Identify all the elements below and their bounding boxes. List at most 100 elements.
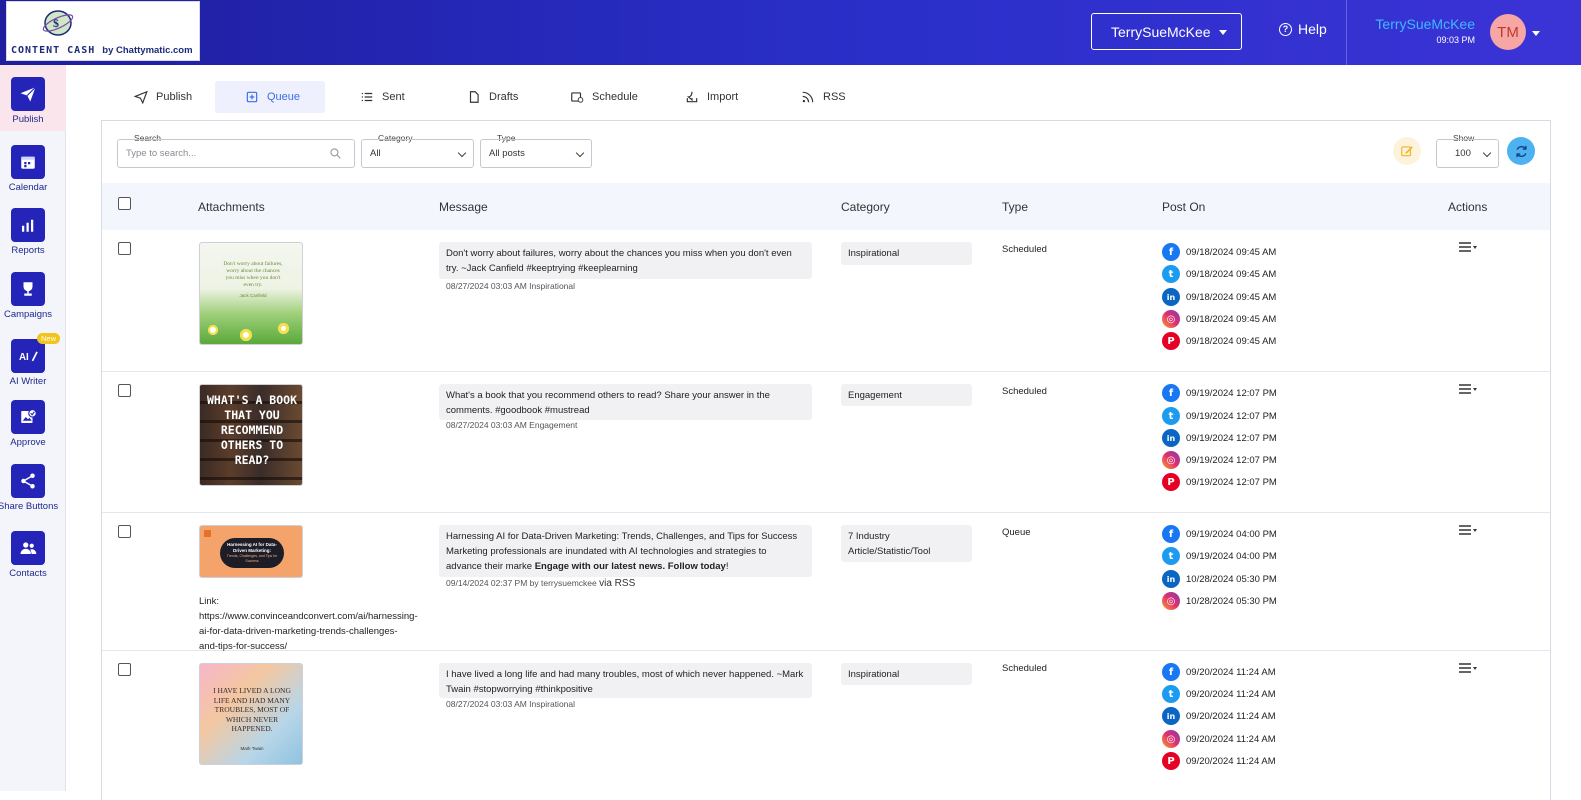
tab-queue[interactable]: Queue [215,81,325,113]
message-separator: . [662,561,668,572]
tab-schedule[interactable]: Schedule [556,81,666,113]
tab-rss[interactable]: RSS [787,81,867,113]
sidebar-item-approve[interactable]: Approve [0,388,66,454]
thumbnail-quote: Don't worry about failures, worry about … [223,261,283,288]
sidebar-item-publish[interactable]: Publish [0,65,66,131]
post-date: 10/28/2024 05:30 PM [1186,573,1277,585]
paper-plane-icon [11,77,45,111]
sidebar: Publish Calendar Reports Campaigns AI Ne… [0,65,66,791]
queue-panel [101,120,1551,800]
table-row: I HAVE LIVED A LONG LIFE AND HAD MANY TR… [102,651,1550,791]
avatar[interactable]: TM [1490,14,1526,50]
attachment-thumbnail[interactable]: WHAT'S A BOOK THAT YOU RECOMMEND OTHERS … [199,384,303,486]
post-schedule-item: ◎ 09/19/2024 12:07 PM [1162,451,1277,469]
post-schedule-item: f 09/20/2024 11:24 AM [1162,663,1276,681]
sidebar-item-calendar[interactable]: Calendar [0,133,66,199]
actions-menu-icon[interactable] [1459,242,1477,252]
facebook-icon: f [1162,384,1180,402]
sidebar-item-label: Approve [10,437,46,448]
instagram-icon: ◎ [1162,730,1180,748]
sidebar-item-share-buttons[interactable]: Share Buttons [0,452,66,518]
sidebar-item-label: Campaigns [3,309,53,320]
post-type: Scheduled [1002,663,1047,674]
help-icon: ? [1279,22,1292,36]
actions-menu-icon[interactable] [1459,525,1477,535]
user-menu-caret-icon[interactable] [1532,31,1540,36]
actions-menu-icon[interactable] [1459,384,1477,394]
row-checkbox[interactable] [118,525,131,538]
bulk-edit-button[interactable] [1393,137,1421,165]
row-checkbox[interactable] [118,242,131,255]
attachment-link[interactable]: Link: https://www.convinceandconvert.com… [199,596,418,652]
post-date: 09/19/2024 12:07 PM [1186,410,1277,422]
edit-icon [1401,146,1413,157]
actions-menu-icon[interactable] [1459,663,1477,673]
post-schedule-item: ◎ 09/20/2024 11:24 AM [1162,730,1276,748]
type-select[interactable]: All posts [480,139,592,168]
row-checkbox[interactable] [118,663,131,676]
message-bold: Engage with our latest news [534,561,663,572]
instagram-icon: ◎ [1162,310,1180,328]
daisy-graphic [208,325,218,335]
twitter-icon: t [1162,265,1180,283]
help-label: Help [1298,21,1327,37]
column-header-message: Message [439,200,488,214]
category-select[interactable]: All [361,139,474,168]
attachment-thumbnail[interactable]: Harnessing AI for Data-Driven Marketing:… [199,525,303,578]
calendar-clock-icon [571,92,584,103]
sidebar-item-campaigns[interactable]: Campaigns [0,260,66,326]
sidebar-item-reports[interactable]: Reports [0,196,66,262]
chevron-down-icon [1482,148,1492,158]
app-logo[interactable]: $ CONTENT CASH by Chattymatic.com [6,1,200,61]
tab-import[interactable]: Import [671,81,771,113]
show-select[interactable]: 100 [1436,139,1499,168]
bar-chart-icon [11,208,45,242]
search-icon [330,148,341,159]
row-checkbox[interactable] [118,384,131,397]
post-date: 09/19/2024 12:07 PM [1186,454,1277,466]
thumbnail-quote: I HAVE LIVED A LONG LIFE AND HAD MANY TR… [213,686,291,733]
thumbnail-author: Jack Canfield [239,293,267,298]
tab-label: RSS [823,91,846,103]
table-row: Harnessing AI for Data-Driven Marketing:… [102,513,1550,652]
message-end: ! [725,561,729,572]
category-badge: Inspirational [841,663,972,685]
tab-drafts[interactable]: Drafts [453,81,548,113]
twitter-icon: t [1162,407,1180,425]
table-header: Attachments Message Category Type Post O… [102,183,1550,230]
post-date: 09/19/2024 12:07 PM [1186,476,1277,488]
tab-sent[interactable]: Sent [346,81,441,113]
search-input[interactable]: Type to search... [117,139,355,168]
sidebar-item-ai-writer[interactable]: AI New AI Writer [0,327,66,393]
column-header-actions: Actions [1448,200,1488,214]
sidebar-item-contacts[interactable]: Contacts [0,519,66,585]
attachment-thumbnail[interactable]: Don't worry about failures, worry about … [199,242,303,345]
post-date: 09/19/2024 12:07 PM [1186,432,1277,444]
show-select-value: 100 [1455,148,1471,159]
table-row: WHAT'S A BOOK THAT YOU RECOMMEND OTHERS … [102,372,1550,513]
post-date: 09/20/2024 11:24 AM [1186,733,1276,745]
refresh-button[interactable] [1507,137,1535,165]
show-label: Show [1450,133,1478,143]
post-schedule-item: P 09/18/2024 09:45 AM [1162,332,1276,350]
linkedin-icon: in [1162,707,1180,725]
sidebar-item-label: AI Writer [9,376,47,387]
rss-icon [802,91,814,103]
tab-publish[interactable]: Publish [120,81,215,113]
user-time: 09:03 PM [1436,35,1475,45]
user-name[interactable]: TerrySueMcKee [1375,16,1475,32]
thumbnail-title: Harnessing AI for Data-Driven Marketing: [227,542,277,553]
linkedin-icon: in [1162,429,1180,447]
post-schedule-item: P 09/19/2024 12:07 PM [1162,473,1277,491]
post-date: 09/19/2024 04:00 PM [1186,528,1277,540]
select-all-checkbox[interactable] [118,197,131,210]
post-date: 09/19/2024 12:07 PM [1186,387,1277,399]
document-icon [469,91,479,103]
sidebar-item-label: Calendar [8,182,48,193]
help-link[interactable]: ? Help [1279,21,1327,37]
refresh-icon [1515,145,1527,157]
attachment-thumbnail[interactable]: I HAVE LIVED A LONG LIFE AND HAD MANY TR… [199,663,303,765]
column-header-post-on: Post On [1162,200,1206,214]
post-schedule-item: in 10/28/2024 05:30 PM [1162,570,1277,588]
account-select[interactable]: TerrySueMcKee [1091,13,1242,50]
